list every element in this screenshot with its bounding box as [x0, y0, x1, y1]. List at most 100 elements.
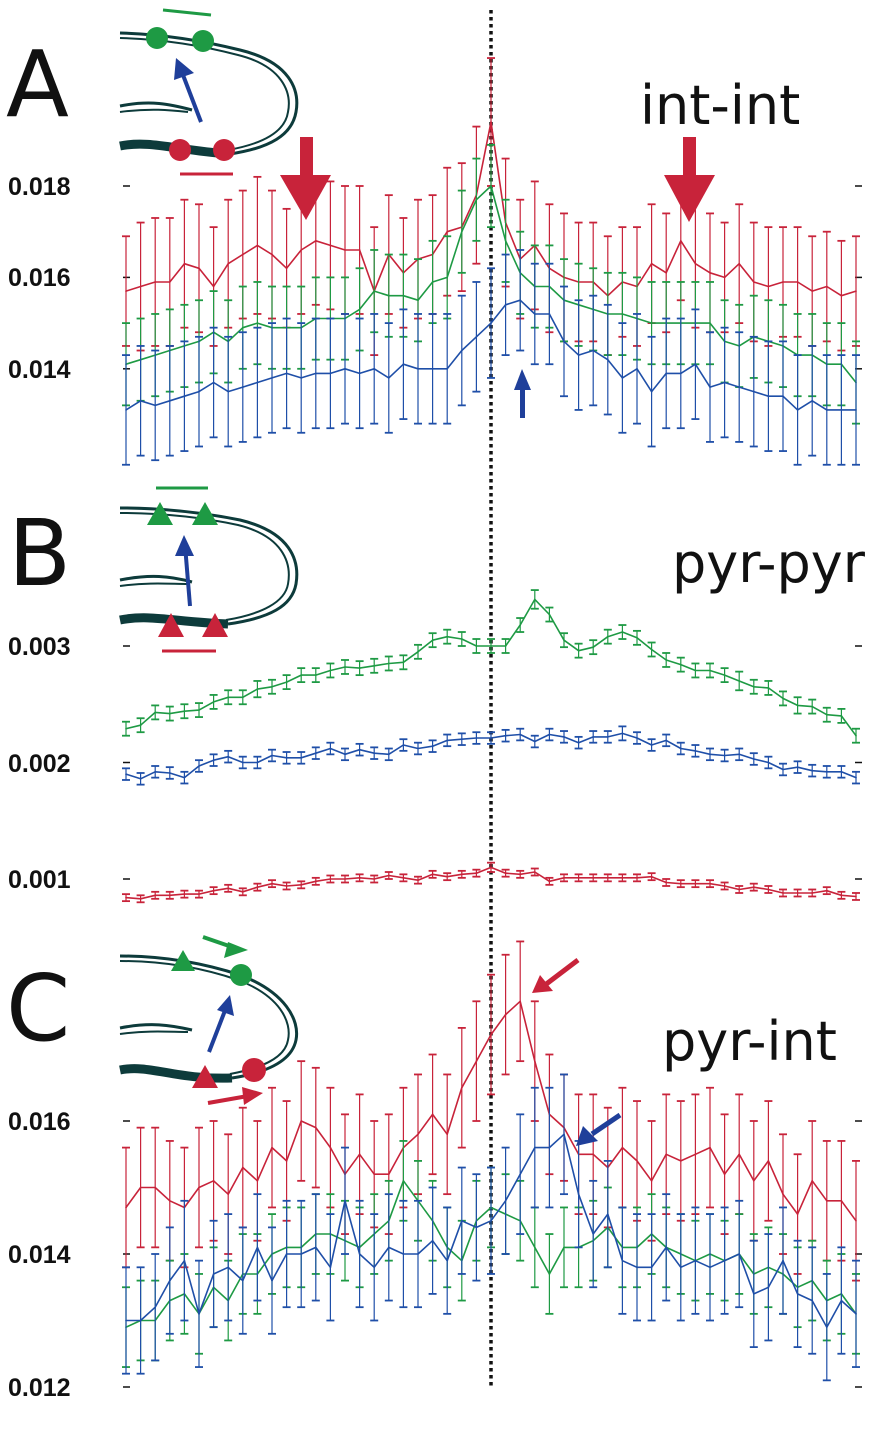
data-point	[242, 253, 244, 256]
data-point	[709, 1266, 711, 1269]
panel-title-b: pyr-pyr	[672, 532, 866, 595]
data-point	[855, 409, 857, 411]
data-point	[709, 669, 711, 672]
tissue-outline-icon	[119, 31, 299, 159]
pyramidal-green-icon	[147, 502, 173, 525]
data-point	[417, 368, 419, 370]
data-point	[855, 895, 857, 898]
data-point	[461, 738, 463, 740]
data-point	[198, 765, 200, 767]
data-point	[285, 1160, 288, 1162]
data-point	[811, 892, 813, 894]
data-point	[183, 893, 186, 895]
data-point	[198, 893, 200, 895]
data-point	[534, 598, 536, 601]
data-point	[796, 1293, 799, 1295]
data-point	[242, 696, 244, 699]
data-point	[285, 1253, 288, 1255]
data-point	[811, 769, 813, 772]
data-point	[373, 368, 376, 370]
data-point	[431, 639, 434, 641]
data-point	[723, 674, 726, 676]
arrow-up-icon	[174, 58, 194, 80]
data-point	[767, 687, 770, 689]
data-point	[723, 1173, 726, 1175]
data-point	[490, 737, 492, 739]
data-point	[212, 285, 215, 288]
data-point	[534, 1146, 536, 1149]
data-point	[636, 368, 638, 370]
data-point	[358, 1153, 361, 1156]
series-green	[122, 143, 860, 425]
arrow-up-icon	[175, 535, 194, 556]
data-point	[256, 1246, 259, 1249]
data-point	[373, 752, 376, 754]
data-point	[169, 281, 171, 283]
data-point	[504, 1200, 507, 1202]
red-arrow-shaft	[543, 958, 580, 987]
data-point	[490, 645, 492, 647]
data-point	[388, 1173, 390, 1175]
data-point	[417, 299, 419, 302]
data-point	[183, 395, 186, 398]
data-point	[723, 1259, 726, 1262]
data-point	[285, 681, 288, 683]
data-point	[650, 1266, 653, 1269]
data-point	[855, 290, 857, 292]
data-point	[402, 661, 405, 664]
data-point	[446, 230, 449, 233]
data-point	[431, 1239, 434, 1242]
data-point	[636, 877, 638, 879]
data-point	[650, 262, 653, 265]
interneuron-green-icon	[146, 27, 168, 49]
data-point	[504, 304, 507, 306]
data-point	[782, 892, 784, 894]
data-point	[709, 753, 711, 756]
data-point	[183, 776, 186, 779]
data-point	[548, 733, 551, 736]
data-point	[315, 880, 317, 883]
data-point	[431, 368, 434, 370]
arrow-right-icon	[242, 1087, 263, 1105]
data-point	[271, 253, 273, 256]
blue-arrow-shaft	[590, 1112, 622, 1137]
data-point	[621, 1146, 624, 1149]
data-point	[300, 674, 303, 676]
data-point	[490, 866, 492, 869]
data-point	[694, 750, 697, 752]
data-point	[431, 1113, 434, 1116]
data-point	[358, 372, 361, 375]
data-point	[621, 732, 624, 735]
data-point	[169, 894, 171, 897]
data-point	[139, 1319, 142, 1322]
data-point	[417, 651, 419, 653]
data-point	[680, 882, 682, 885]
data-point	[811, 1299, 813, 1302]
data-point	[417, 879, 419, 881]
arrow-right-icon	[224, 942, 248, 958]
data-point	[650, 1180, 653, 1182]
data-point	[767, 761, 770, 764]
data-point	[621, 313, 624, 315]
data-point	[475, 737, 478, 739]
data-point	[227, 1266, 229, 1269]
pyramidal-red-icon	[158, 613, 184, 637]
data-point	[665, 739, 667, 742]
data-point	[388, 662, 390, 665]
data-point	[490, 1033, 492, 1036]
blue-arrow-shaft	[181, 74, 203, 123]
data-point	[855, 1313, 857, 1315]
tissue-outline-icon	[119, 954, 299, 1083]
data-point	[607, 635, 609, 638]
data-point	[826, 771, 828, 773]
data-point	[621, 631, 624, 633]
interneuron-red-icon	[213, 139, 235, 161]
data-point	[388, 294, 390, 297]
data-point	[519, 1173, 521, 1175]
data-point	[139, 1186, 142, 1189]
data-point	[315, 752, 317, 754]
panel-letter-a: A	[6, 31, 69, 138]
data-point	[519, 1000, 521, 1003]
data-point	[402, 1180, 405, 1182]
arrow-down-left-icon	[576, 1126, 598, 1146]
